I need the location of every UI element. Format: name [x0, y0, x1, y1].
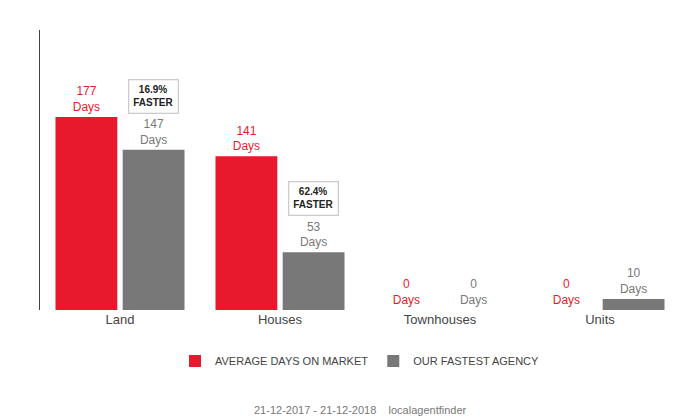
svg-text:16.9%FASTER: 16.9%FASTER — [133, 84, 173, 108]
svg-text:53Days: 53Days — [300, 220, 327, 250]
svg-text:Townhouses: Townhouses — [404, 312, 477, 327]
svg-text:Units: Units — [585, 312, 615, 327]
svg-text:177Days: 177Days — [73, 84, 100, 114]
svg-text:147Days: 147Days — [140, 117, 167, 147]
svg-text:Houses: Houses — [258, 312, 303, 327]
svg-text:0Days: 0Days — [553, 277, 580, 307]
svg-text:21-12-2017 - 21-12-2018 loc: 21-12-2017 - 21-12-2018 localagentfinder — [254, 404, 467, 416]
svg-text:0Days: 0Days — [393, 277, 420, 307]
svg-text:AVERAGE DAYS ON MARKET: AVERAGE DAYS ON MARKET — [215, 355, 368, 367]
svg-text:141Days: 141Days — [233, 124, 260, 154]
svg-text:10Days: 10Days — [620, 266, 647, 296]
svg-text:62.4%FASTER: 62.4%FASTER — [293, 186, 333, 210]
svg-text:Land: Land — [106, 312, 135, 327]
svg-text:OUR FASTEST AGENCY: OUR FASTEST AGENCY — [413, 355, 539, 367]
svg-text:0Days: 0Days — [460, 277, 487, 307]
